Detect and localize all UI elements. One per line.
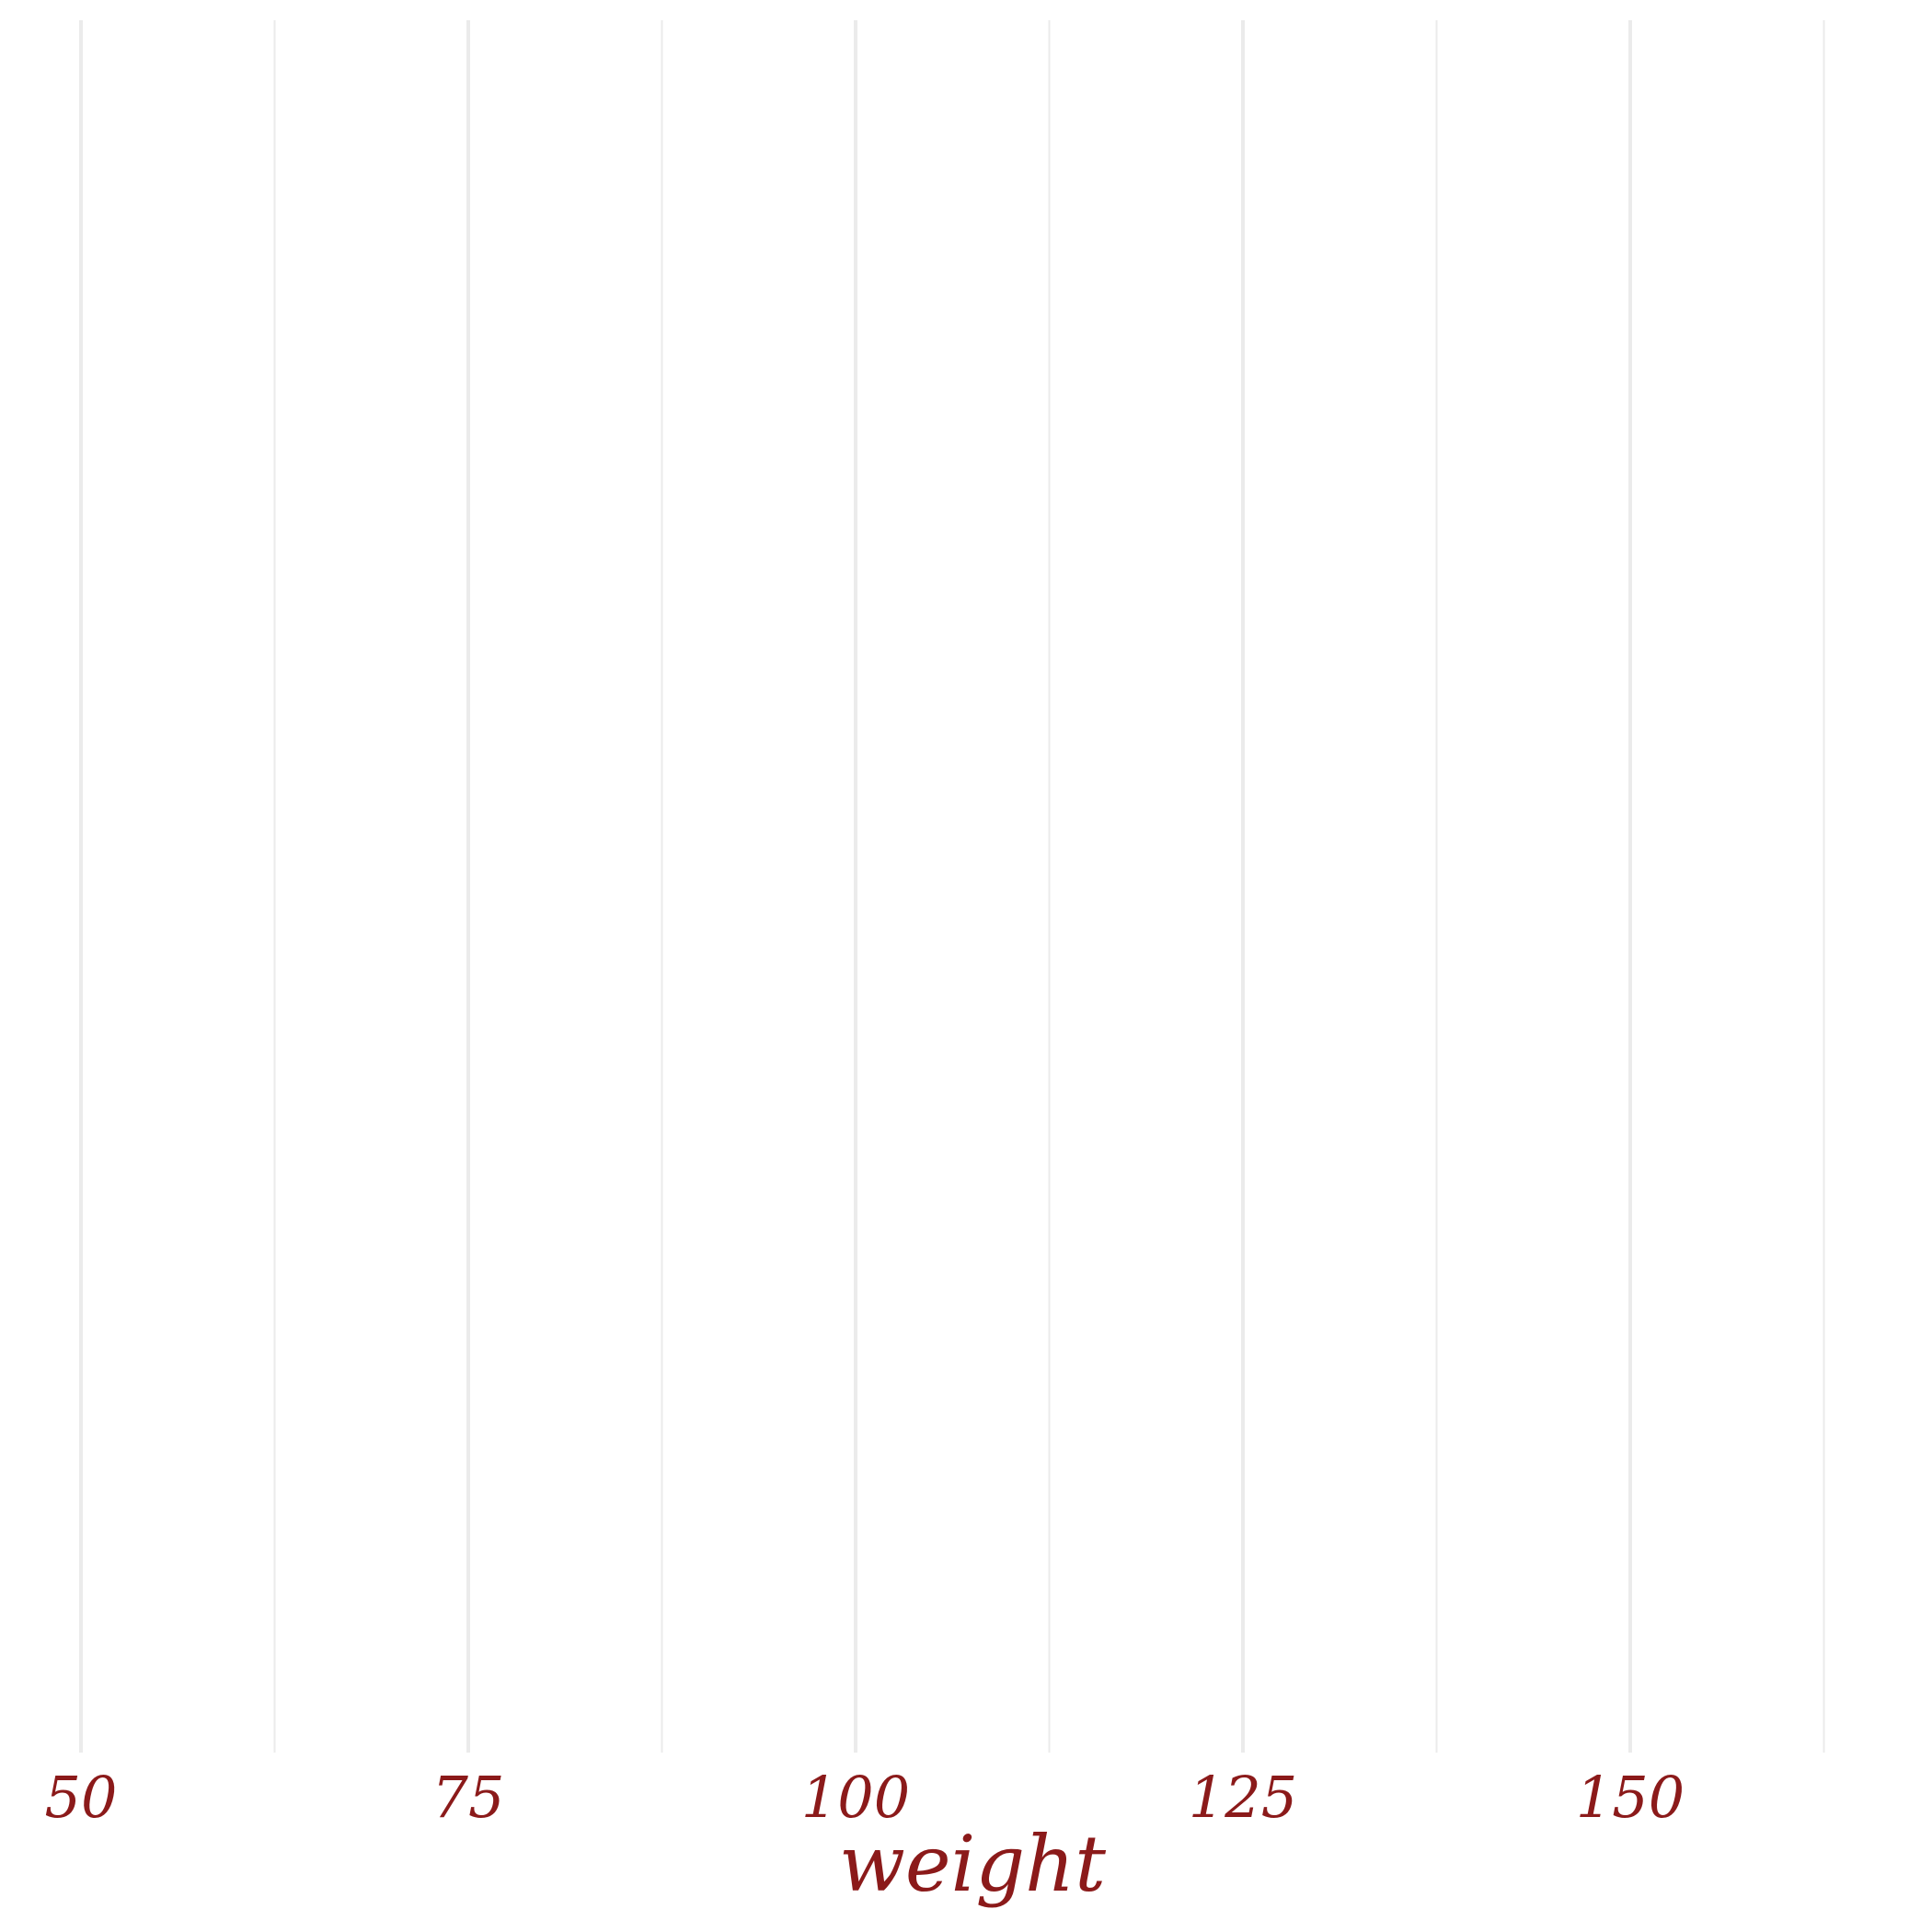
x-tick-label: 50 [45,1764,118,1831]
grid-lines [79,20,1825,1753]
x-tick-label: 75 [432,1764,505,1831]
x-tick-label: 125 [1189,1764,1297,1831]
x-axis-title: weight [839,1819,1106,1909]
x-tick-label: 100 [801,1764,910,1831]
x-tick-label: 150 [1576,1764,1685,1831]
x-axis-tick-labels: 50 75 100 125 150 [45,1764,1685,1831]
